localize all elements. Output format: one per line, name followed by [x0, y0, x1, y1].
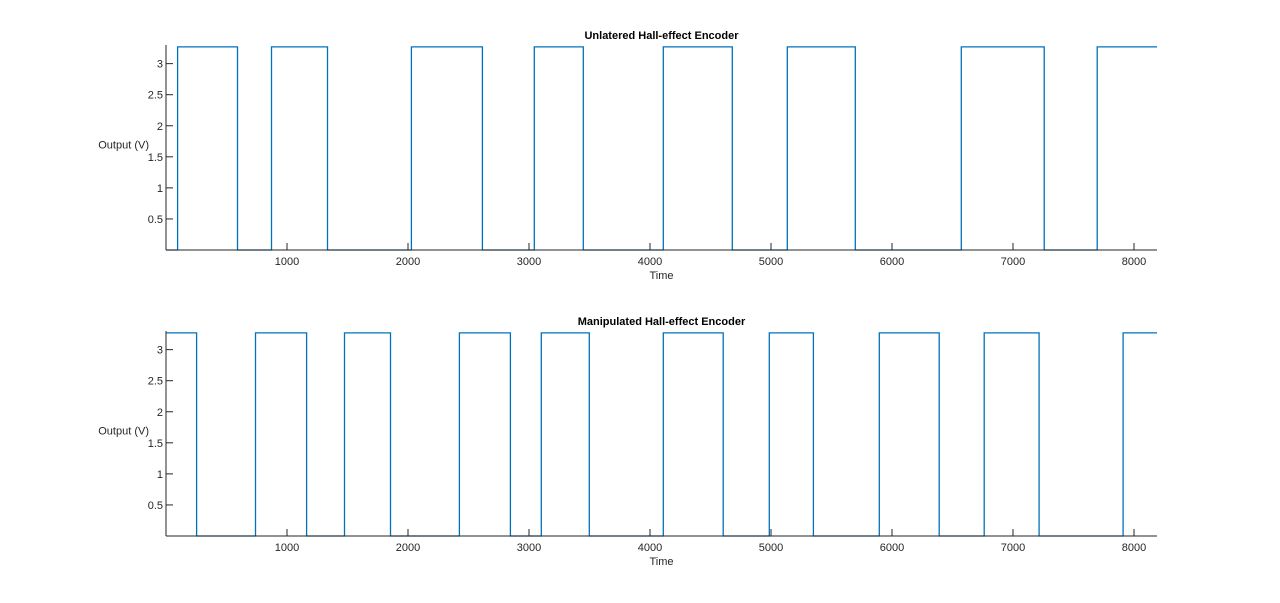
y-tick-label: 1 [157, 183, 163, 195]
y-tick-label: 3 [157, 59, 163, 71]
x-tick-label: 7000 [1001, 542, 1025, 554]
y-axis-label: Output (V) [98, 140, 149, 152]
x-tick-label: 4000 [638, 542, 662, 554]
axes-unlatered-encoder: 1000 2000 3000 4000 5000 6000 7000 8000 0.5 1 1.5 2… [98, 30, 1157, 282]
y-tick-label: 3 [157, 345, 163, 357]
y-tick-label: 1 [157, 469, 163, 481]
signal-line [166, 46, 1157, 251]
x-tick-label: 8000 [1122, 542, 1146, 554]
chart-title: Manipulated Hall-effect Encoder [578, 316, 746, 328]
x-tick-label: 5000 [759, 256, 783, 268]
y-tick-label: 2 [157, 121, 163, 133]
x-tick-label: 1000 [275, 542, 299, 554]
y-tick-label: 2.5 [148, 90, 163, 102]
x-tick-label: 2000 [396, 542, 420, 554]
signal-line [166, 332, 1157, 537]
y-axis-label: Output (V) [98, 426, 149, 438]
y-tick-label: 1.5 [148, 438, 163, 450]
axes-manipulated-encoder: 1000 2000 3000 4000 5000 6000 7000 8000 0.5 1 1.5 2… [98, 316, 1157, 568]
x-tick-label: 2000 [396, 256, 420, 268]
x-tick-label: 6000 [880, 256, 904, 268]
y-tick-label: 1.5 [148, 152, 163, 164]
x-axis-label: Time [649, 270, 673, 282]
chart-title: Unlatered Hall-effect Encoder [584, 30, 739, 42]
x-tick-label: 6000 [880, 542, 904, 554]
x-tick-label: 3000 [517, 542, 541, 554]
x-tick-label: 1000 [275, 256, 299, 268]
y-tick-label: 0.5 [148, 214, 163, 226]
y-tick-label: 2.5 [148, 376, 163, 388]
x-axis-label: Time [649, 556, 673, 568]
y-tick-label: 0.5 [148, 500, 163, 512]
x-tick-label: 4000 [638, 256, 662, 268]
x-tick-label: 7000 [1001, 256, 1025, 268]
y-tick-label: 2 [157, 407, 163, 419]
x-tick-label: 8000 [1122, 256, 1146, 268]
x-tick-label: 5000 [759, 542, 783, 554]
x-tick-label: 3000 [517, 256, 541, 268]
